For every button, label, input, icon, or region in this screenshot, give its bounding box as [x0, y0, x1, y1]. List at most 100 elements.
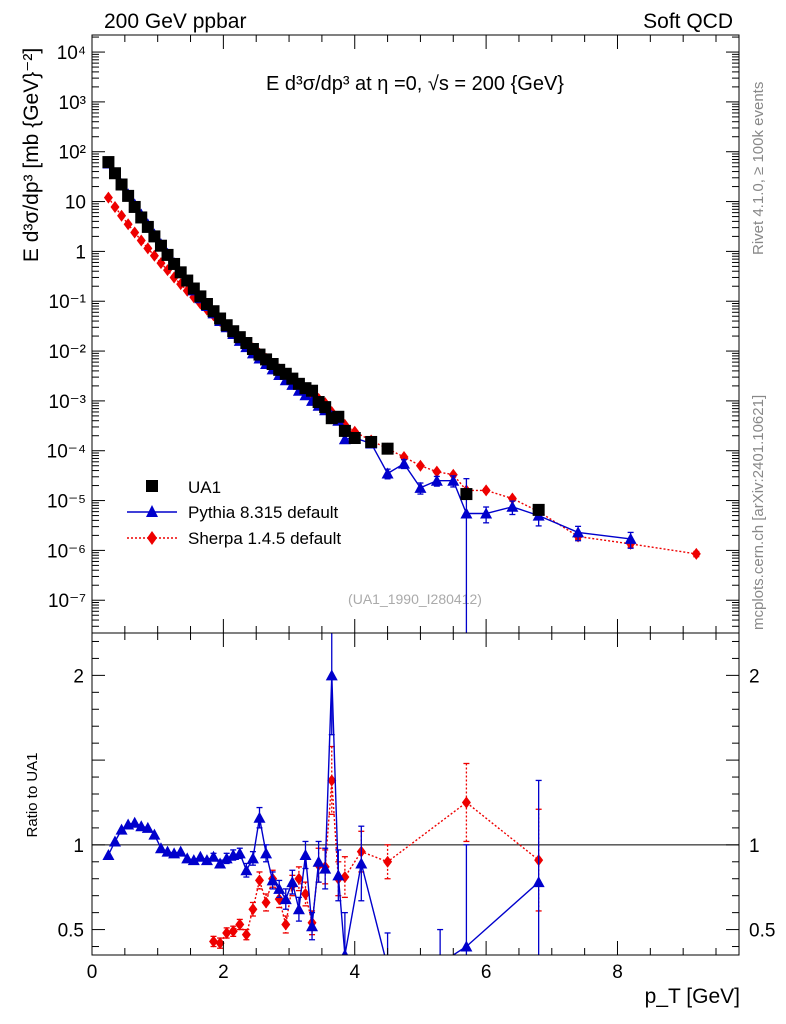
ratio-point-triangle — [273, 882, 286, 894]
point-square — [338, 424, 351, 437]
legend-pythia: Pythia 8.315 default — [127, 503, 339, 522]
ratio-error-bar-triangle — [341, 911, 348, 955]
ratio-point-triangle — [355, 857, 368, 869]
main-y-tick-label: 10² — [59, 143, 86, 164]
point-square — [365, 435, 378, 448]
x-ticks: 0 2 4 6 8 — [87, 35, 717, 983]
point-diamond — [149, 249, 159, 262]
ratio-error-bar-triangle — [437, 928, 444, 955]
ratio-y-tick-label: 0.5 — [58, 921, 84, 942]
x-axis-label: p_T [GeV] — [645, 985, 740, 1008]
ratio-point-diamond — [281, 918, 291, 931]
ratio-frame — [91, 632, 740, 956]
main-y-tick-label: 10⁻³ — [49, 392, 87, 413]
rivet-label: Rivet 4.1.0, ≥ 100k events — [750, 82, 767, 255]
ratio-point-diamond — [261, 896, 271, 909]
x-tick-label: 2 — [218, 962, 229, 983]
point-square — [460, 488, 473, 501]
legend-pythia-marker — [146, 505, 158, 517]
main-y-tick-label: 1 — [75, 242, 86, 263]
ratio-point-triangle — [260, 847, 273, 859]
point-diamond — [415, 459, 425, 472]
point-square — [102, 156, 115, 169]
point-triangle — [480, 507, 493, 519]
point-diamond — [448, 468, 458, 481]
ratio-point-triangle — [154, 842, 167, 854]
ratio-y-tick-label: 1 — [73, 836, 84, 857]
main-y-tick-label: 10⁻⁶ — [47, 541, 86, 562]
ratio-y-tick-label-right: 2 — [749, 666, 760, 687]
ratio-point-diamond — [294, 872, 304, 885]
point-square — [128, 200, 141, 213]
ratio-point-triangle — [292, 903, 305, 915]
ratio-point-triangle — [286, 876, 299, 888]
ratio-point-triangle — [200, 854, 213, 866]
ratio-error-bar-diamond — [249, 901, 256, 917]
point-triangle — [299, 389, 312, 401]
series-line-triangle — [107, 163, 631, 540]
point-diamond — [103, 191, 113, 204]
point-square — [141, 220, 154, 233]
ratio-point-triangle — [532, 876, 545, 888]
ratio-series-diamond — [209, 745, 544, 950]
main-y-tick-label: 10⁻⁴ — [47, 442, 86, 463]
point-triangle — [381, 467, 394, 479]
point-square — [122, 189, 135, 202]
ratio-point-triangle — [299, 849, 312, 861]
ratio-y-tick-label: 2 — [73, 666, 84, 687]
point-triangle — [430, 474, 443, 486]
point-square — [108, 167, 121, 180]
legend-ua1-label: UA1 — [188, 478, 221, 497]
ratio-point-triangle — [187, 854, 200, 866]
legend-sherpa-marker — [147, 531, 157, 545]
ratio-point-diamond — [248, 903, 258, 916]
ratio-series — [102, 633, 545, 968]
ratio-panel: Ratio to UA1 0.5 0.5 1 1 2 2 0 2 4 6 8 p_T [GeV] — [24, 35, 775, 1008]
ratio-point-triangle — [253, 811, 266, 823]
main-title: E d³σ/dp³ at η =0, √s = 200 {GeV} — [266, 73, 564, 95]
ratio-point-triangle — [141, 821, 154, 833]
ratio-point-diamond — [241, 928, 251, 941]
ratio-y-ticks: 0.5 0.5 1 1 2 2 — [58, 640, 775, 948]
ratio-point-triangle — [148, 828, 161, 840]
point-square — [348, 432, 361, 445]
ratio-point-triangle — [332, 869, 345, 881]
x-tick-label: 8 — [612, 962, 623, 983]
point-square — [532, 503, 545, 516]
ratio-point-diamond — [461, 796, 471, 809]
ratio-series-triangle — [102, 633, 545, 968]
main-y-tick-label: 10 — [65, 193, 86, 214]
series-line-diamond — [107, 197, 697, 555]
ratio-point-diamond — [254, 874, 264, 887]
point-square — [135, 211, 148, 224]
header-right: Soft QCD — [643, 10, 733, 33]
series-triangle — [102, 157, 637, 633]
point-diamond — [481, 484, 491, 497]
ratio-y-tick-label-right: 1 — [749, 836, 760, 857]
ratio-point-triangle — [434, 957, 446, 968]
ratio-point-triangle — [220, 852, 233, 864]
ratio-point-triangle — [306, 920, 319, 932]
header-left: 200 GeV ppbar — [104, 10, 246, 33]
legend: UA1 Pythia 8.315 default Sherpa 1.4.5 de… — [127, 478, 341, 548]
point-triangle — [447, 474, 460, 486]
point-diamond — [110, 200, 120, 213]
ratio-point-triangle — [319, 862, 332, 874]
ratio-point-triangle — [341, 949, 349, 955]
legend-pythia-label: Pythia 8.315 default — [188, 503, 339, 522]
ratio-ylabel: Ratio to UA1 — [24, 752, 41, 837]
ratio-point-triangle — [312, 855, 325, 867]
ratio-point-triangle — [266, 874, 279, 886]
point-triangle — [338, 433, 351, 445]
watermark: (UA1_1990_I280412) — [348, 591, 482, 607]
main-panel: E d³σ/dp³ at η =0, √s = 200 {GeV} E d³σ/… — [20, 34, 740, 634]
ratio-point-diamond — [327, 774, 337, 787]
legend-ua1-marker — [146, 480, 158, 492]
ratio-line-diamond — [213, 780, 540, 944]
x-tick-label: 4 — [349, 962, 360, 983]
ratio-point-triangle — [108, 835, 121, 847]
ratio-point-triangle — [246, 852, 259, 864]
ratio-y-tick-label-right: 0.5 — [749, 921, 775, 942]
ratio-point-triangle — [279, 893, 292, 905]
